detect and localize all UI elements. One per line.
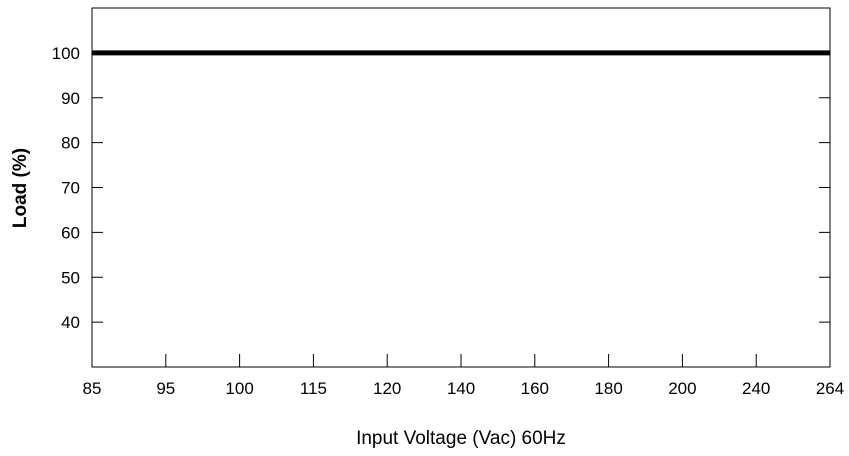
- y-tick-label: 90: [61, 89, 80, 108]
- x-tick-label: 85: [83, 379, 102, 398]
- x-tick-label: 160: [521, 379, 549, 398]
- x-tick-label: 115: [300, 379, 327, 398]
- x-tick-label: 200: [668, 379, 696, 398]
- x-tick-label: 140: [447, 379, 475, 398]
- x-axis-label: Input Voltage (Vac) 60Hz: [356, 428, 566, 449]
- x-tick-label: 264: [816, 379, 844, 398]
- y-axis-ticks: 40 50 60 70 80 90 100: [52, 44, 830, 332]
- x-tick-label: 100: [225, 379, 253, 398]
- y-tick-label: 60: [61, 223, 80, 242]
- y-tick-label: 50: [61, 268, 80, 287]
- y-tick-label: 40: [61, 313, 80, 332]
- y-tick-label: 70: [61, 179, 80, 198]
- y-tick-label: 100: [52, 44, 80, 63]
- x-tick-label: 120: [373, 379, 401, 398]
- x-tick-label: 240: [742, 379, 770, 398]
- x-tick-label: 180: [594, 379, 622, 398]
- plot-frame: [91, 7, 831, 368]
- x-tick-label: 95: [156, 379, 175, 398]
- x-axis-ticks: 85 95 100 115 120 140 160 180 200 240 264: [83, 354, 844, 398]
- y-axis-label: Load (%): [10, 148, 31, 228]
- y-tick-label: 80: [61, 134, 80, 153]
